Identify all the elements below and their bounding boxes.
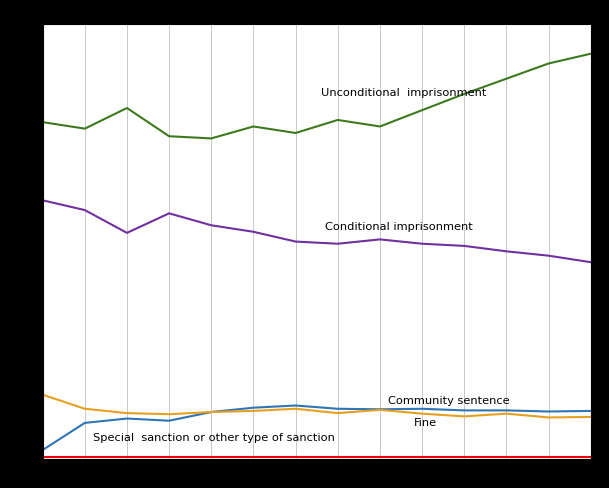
Text: Conditional imprisonment: Conditional imprisonment — [325, 222, 473, 232]
Text: Unconditional  imprisonment: Unconditional imprisonment — [321, 88, 486, 98]
Text: Fine: Fine — [414, 418, 437, 428]
Text: Community sentence: Community sentence — [389, 395, 510, 406]
Text: Special  sanction or other type of sanction: Special sanction or other type of sancti… — [93, 433, 335, 443]
